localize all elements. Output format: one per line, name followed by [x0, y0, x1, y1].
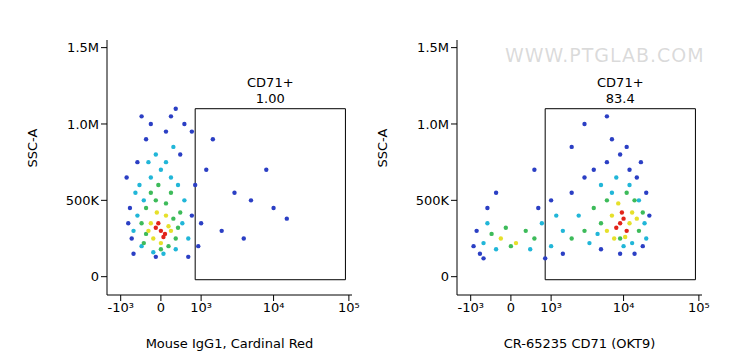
svg-text:1.0M: 1.0M [67, 117, 99, 132]
svg-text:1.0M: 1.0M [417, 117, 449, 132]
svg-text:10⁴: 10⁴ [613, 300, 635, 315]
svg-text:10⁵: 10⁵ [688, 300, 710, 315]
svg-text:-10³: -10³ [107, 300, 133, 315]
svg-text:500K: 500K [66, 193, 100, 208]
svg-text:SSC-A: SSC-A [25, 129, 40, 168]
svg-text:SSC-A: SSC-A [375, 129, 390, 168]
svg-text:10⁵: 10⁵ [338, 300, 360, 315]
svg-text:10³: 10³ [540, 300, 562, 315]
svg-text:1.5M: 1.5M [417, 40, 449, 55]
svg-text:500K: 500K [416, 193, 450, 208]
svg-text:CD71+: CD71+ [247, 75, 294, 90]
svg-text:1.5M: 1.5M [67, 40, 99, 55]
html-text:WWW.PTGLAB.COM: WWW.PTGLAB.COM [505, 44, 705, 66]
svg-text:0: 0 [507, 300, 515, 315]
svg-text:0: 0 [157, 300, 165, 315]
svg-text:-10³: -10³ [457, 300, 483, 315]
svg-text:10⁴: 10⁴ [263, 300, 285, 315]
svg-text:Mouse IgG1, Cardinal Red: Mouse IgG1, Cardinal Red [146, 336, 314, 351]
svg-text:0: 0 [441, 269, 449, 284]
svg-text:CD71+: CD71+ [597, 75, 644, 90]
svg-text:83.4: 83.4 [606, 91, 635, 106]
svg-text:10³: 10³ [190, 300, 212, 315]
svg-text:CR-65235 CD71 (OKT9): CR-65235 CD71 (OKT9) [504, 336, 656, 351]
svg-text:1.00: 1.00 [256, 91, 285, 106]
svg-text:0: 0 [91, 269, 99, 284]
